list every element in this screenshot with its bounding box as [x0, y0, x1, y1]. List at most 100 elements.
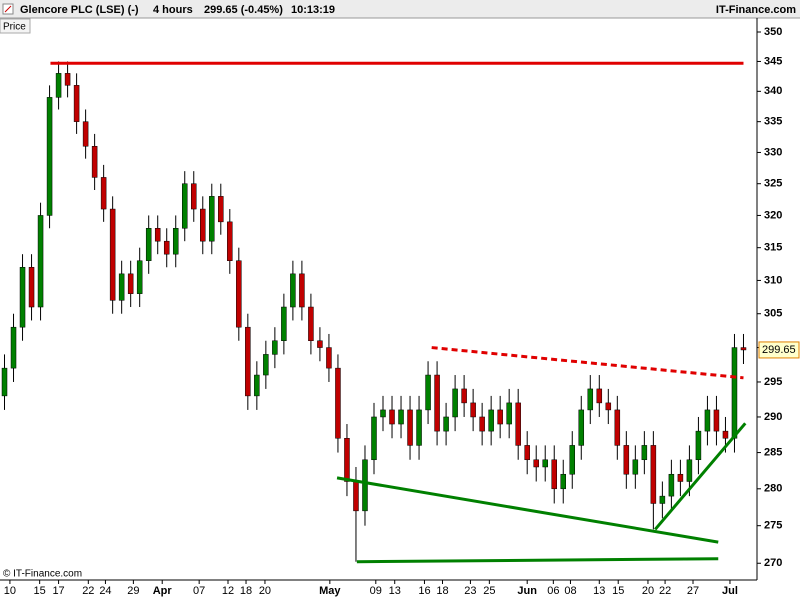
- candle-body: [479, 416, 485, 432]
- x-tick-label: Apr: [153, 585, 173, 597]
- candle-body: [46, 97, 53, 216]
- last-price-box: [758, 341, 800, 359]
- x-tick-label: 22: [659, 585, 671, 597]
- x-tick-label: 29: [127, 585, 139, 597]
- y-tick-label: 335: [764, 116, 782, 128]
- candle-body: [524, 445, 530, 461]
- candle-body: [245, 326, 251, 397]
- x-tick-label: 08: [564, 585, 576, 597]
- trendline: [431, 346, 744, 380]
- candle-body: [452, 388, 458, 418]
- x-tick-label: 16: [418, 585, 430, 597]
- x-tick-label: 27: [687, 585, 699, 597]
- candle-body: [713, 409, 720, 432]
- candle-body: [55, 73, 62, 98]
- brand: IT-Finance.com: [716, 4, 796, 16]
- candle-body: [650, 445, 657, 504]
- candle-body: [551, 459, 557, 490]
- y-label-box: [0, 18, 31, 34]
- candle-body: [623, 445, 630, 475]
- x-tick-label: 18: [436, 585, 448, 597]
- y-tick-label: 330: [764, 146, 782, 158]
- candle-body: [308, 306, 314, 341]
- candle-body: [668, 473, 675, 497]
- x-tick-label: 20: [259, 585, 271, 597]
- candle-body: [353, 481, 359, 512]
- candle-body: [560, 473, 566, 490]
- candle-body: [533, 459, 539, 468]
- candle-body: [19, 267, 26, 328]
- candle-body: [596, 388, 603, 404]
- y-tick-label: 320: [764, 209, 782, 221]
- candle-body: [695, 430, 702, 461]
- candle-body: [380, 409, 386, 418]
- y-label: Price: [3, 22, 26, 33]
- y-tick-label: 295: [764, 376, 782, 388]
- candle-body: [632, 459, 639, 475]
- y-tick-label: 305: [764, 308, 782, 320]
- candle-body: [236, 260, 242, 328]
- candle-body: [227, 221, 233, 261]
- candle-body: [1, 367, 8, 397]
- x-tick-label: Jul: [722, 585, 738, 597]
- candle-body: [290, 273, 296, 308]
- header-icon-mark: [4, 5, 12, 13]
- candle-body: [641, 445, 648, 461]
- y-tick-label: 310: [764, 274, 782, 286]
- candle-body: [218, 196, 224, 223]
- y-tick-label: 350: [764, 26, 782, 38]
- x-tick-label: 17: [52, 585, 64, 597]
- x-tick-label: Jun: [517, 585, 537, 597]
- candle-body: [64, 73, 71, 86]
- candle-body: [136, 260, 143, 294]
- candle-body: [191, 183, 197, 210]
- candle-body: [344, 438, 350, 482]
- candle-body: [109, 208, 116, 301]
- y-tick-label: 340: [764, 85, 782, 97]
- candle-body: [740, 347, 747, 351]
- x-tick-label: 13: [593, 585, 605, 597]
- candle-body: [659, 495, 666, 504]
- x-tick-label: 15: [612, 585, 624, 597]
- x-tick-label: 25: [483, 585, 495, 597]
- candle-body: [434, 374, 440, 432]
- candle-body: [335, 367, 341, 439]
- y-tick-label: 285: [764, 446, 782, 458]
- candle-body: [299, 273, 305, 308]
- candle-body: [127, 273, 134, 294]
- last-price-label: 299.65: [762, 344, 796, 356]
- candle-body: [317, 340, 323, 348]
- candle-body: [163, 240, 170, 255]
- candle-body: [569, 445, 576, 475]
- candle-body: [100, 177, 107, 210]
- candle-body: [425, 374, 431, 411]
- candle-body: [515, 402, 521, 446]
- x-tick-label: 09: [370, 585, 382, 597]
- y-tick-label: 280: [764, 483, 782, 495]
- candle-body: [605, 402, 612, 411]
- candle-body: [686, 459, 693, 482]
- time: 10:13:19: [291, 4, 335, 16]
- candle-body: [272, 340, 278, 355]
- candle-body: [461, 388, 467, 404]
- candle-body: [91, 146, 98, 178]
- title: Glencore PLC (LSE) (-): [20, 4, 139, 16]
- candle-body: [722, 430, 729, 439]
- candle-body: [326, 347, 332, 369]
- candle-body: [73, 85, 80, 122]
- y-tick-label: 325: [764, 178, 782, 190]
- candle-body: [416, 409, 422, 446]
- trendline: [356, 557, 719, 564]
- candle-body: [677, 473, 684, 482]
- candle-body: [587, 388, 594, 411]
- x-tick-label: 06: [547, 585, 559, 597]
- candle-body: [488, 409, 494, 432]
- candle-body: [389, 409, 395, 425]
- candle-body: [578, 409, 585, 446]
- candle-body: [542, 459, 548, 468]
- candle-body: [281, 306, 287, 341]
- candle-body: [731, 347, 738, 439]
- candle-body: [172, 228, 179, 255]
- x-tick-label: 10: [4, 585, 16, 597]
